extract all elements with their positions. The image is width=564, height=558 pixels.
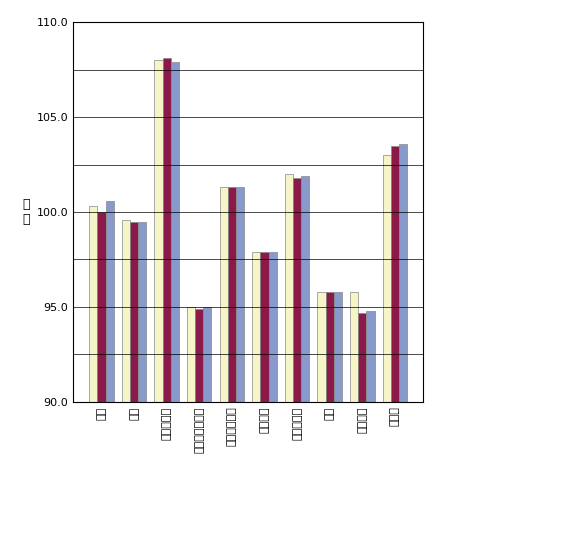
Bar — [325, 292, 334, 558]
Bar — [162, 59, 171, 558]
Bar — [399, 144, 407, 558]
Bar — [195, 309, 204, 558]
Bar — [105, 201, 114, 558]
Bar — [293, 178, 301, 558]
Bar — [261, 252, 268, 558]
Bar — [358, 312, 367, 558]
Bar — [350, 292, 358, 558]
Bar — [236, 187, 244, 558]
Bar — [98, 212, 105, 558]
Bar — [318, 292, 325, 558]
Bar — [228, 187, 236, 558]
Y-axis label: 指
数: 指 数 — [22, 198, 29, 226]
Bar — [334, 292, 342, 558]
Bar — [204, 307, 212, 558]
Bar — [252, 252, 261, 558]
Bar — [391, 146, 399, 558]
Bar — [382, 155, 391, 558]
Bar — [219, 187, 228, 558]
Bar — [367, 311, 374, 558]
Bar — [130, 222, 138, 558]
Bar — [89, 206, 98, 558]
Bar — [187, 307, 195, 558]
Bar — [122, 220, 130, 558]
Bar — [301, 176, 309, 558]
Bar — [268, 252, 277, 558]
Bar — [138, 222, 146, 558]
Bar — [285, 174, 293, 558]
Bar — [155, 60, 162, 558]
Bar — [171, 62, 179, 558]
